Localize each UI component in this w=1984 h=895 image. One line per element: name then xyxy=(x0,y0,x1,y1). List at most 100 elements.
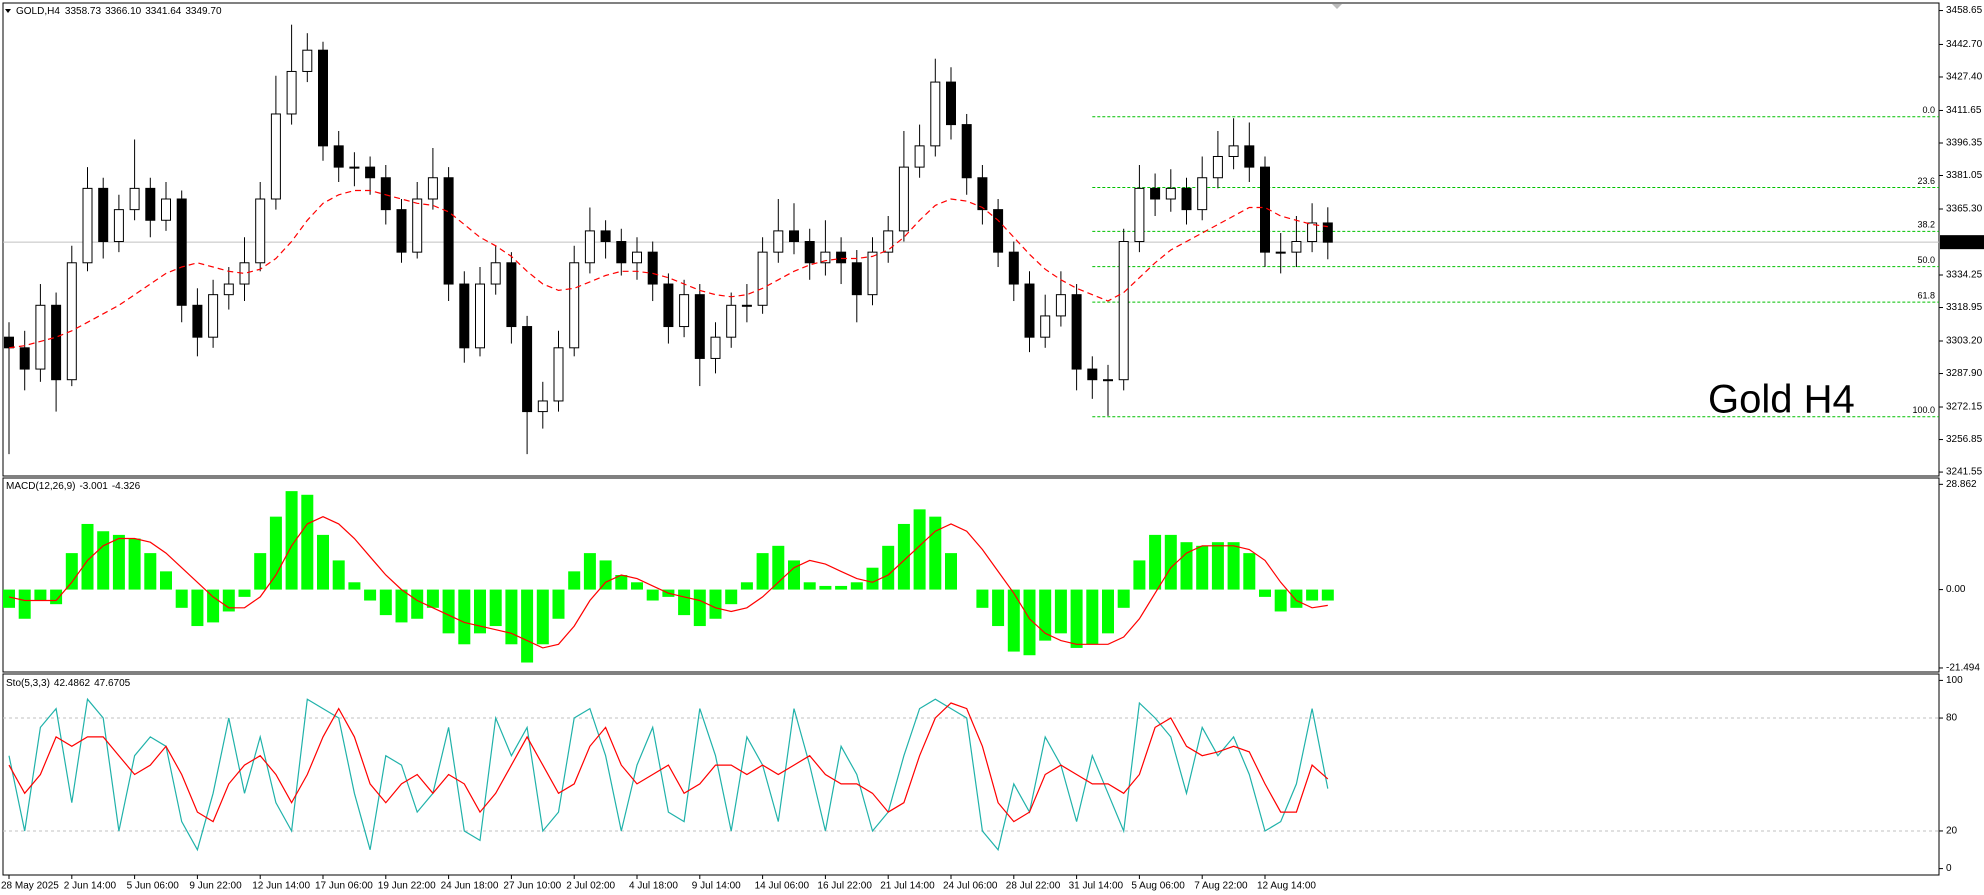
x-tick-label: 31 Jul 14:00 xyxy=(1069,881,1124,892)
macd-bar xyxy=(474,589,486,634)
candle-body xyxy=(1181,187,1192,211)
macd-bar xyxy=(1259,589,1271,597)
candle-body xyxy=(569,262,580,349)
candle-body xyxy=(616,241,627,264)
candle-body xyxy=(647,251,658,285)
candle-body xyxy=(427,177,438,200)
x-tick-label: 14 Jul 06:00 xyxy=(755,881,810,892)
candle-body xyxy=(1134,187,1145,243)
candle-body xyxy=(694,294,705,359)
candle-body xyxy=(946,81,956,126)
candle-body xyxy=(129,187,140,211)
macd-bar xyxy=(1227,542,1240,590)
x-tick-label: 5 Jun 06:00 xyxy=(127,881,180,892)
x-tick-label: 17 Jun 06:00 xyxy=(315,881,373,892)
candle-body xyxy=(600,230,611,243)
y-tick-label: 3272.15 xyxy=(1946,402,1983,413)
macd-bar xyxy=(379,589,392,616)
macd-bar xyxy=(97,531,110,590)
x-tick-label: 21 Jul 14:00 xyxy=(880,881,935,892)
stochastic-header: Sto(5,3,3) 42.4862 47.6705 xyxy=(6,678,131,689)
fib-label: 61.8 xyxy=(1917,290,1935,300)
candle-body xyxy=(1103,379,1113,382)
fib-label: 100.0 xyxy=(1912,405,1935,415)
macd-bar xyxy=(1007,589,1020,652)
macd-bar xyxy=(160,571,172,590)
candle-body xyxy=(475,283,485,349)
open-value: 3358.73 xyxy=(65,6,102,17)
macd-bar xyxy=(1164,534,1177,590)
macd-bar xyxy=(756,553,769,590)
candle-body xyxy=(1024,283,1035,338)
candle-body xyxy=(632,251,642,264)
macd-bar xyxy=(505,589,518,645)
stochastic-pane xyxy=(2,673,1940,876)
y-tick-label: 20 xyxy=(1946,826,1958,837)
candle-body xyxy=(1150,187,1161,200)
symbol: GOLD,H4 xyxy=(16,6,60,17)
candle-body xyxy=(1118,241,1129,381)
price-label: 3349.70 xyxy=(1943,237,1980,248)
candle-body xyxy=(223,283,234,296)
x-tick-label: 4 Jul 18:00 xyxy=(629,881,678,892)
x-tick-label: 9 Jun 22:00 xyxy=(189,881,242,892)
macd-bar xyxy=(348,582,361,590)
candle-body xyxy=(176,198,187,306)
candle-body xyxy=(1055,294,1066,317)
candle-body xyxy=(883,230,894,253)
candle-body xyxy=(19,347,30,370)
y-tick-label: 3241.55 xyxy=(1946,467,1983,478)
macd-bar xyxy=(395,589,408,623)
macd-bar xyxy=(50,589,63,605)
candle-body xyxy=(490,262,501,285)
macd-signal xyxy=(8,516,1328,649)
macd-bar xyxy=(1196,545,1209,590)
macd-bar xyxy=(332,560,345,590)
stochastic-title: Sto(5,3,3) xyxy=(6,678,50,689)
candle-body xyxy=(1322,222,1333,243)
macd-bar xyxy=(1117,589,1130,608)
y-tick-label: 0.00 xyxy=(1946,584,1966,595)
macd-bar xyxy=(599,560,612,590)
y-tick-label: 3411.65 xyxy=(1946,105,1982,116)
candle-body xyxy=(726,304,737,338)
candle-body xyxy=(741,304,752,307)
fib-label: 50.0 xyxy=(1917,255,1935,265)
candle-body xyxy=(1008,251,1019,285)
y-tick-label: 3287.90 xyxy=(1946,368,1983,379)
macd-bar xyxy=(536,589,549,645)
x-tick-label: 2 Jul 02:00 xyxy=(566,881,615,892)
y-tick-label: 3365.30 xyxy=(1946,204,1983,215)
stochastic-main-value: 42.4862 xyxy=(54,678,91,689)
candle-body xyxy=(1040,315,1051,338)
price-label-box xyxy=(1940,235,1984,250)
macd-pane xyxy=(2,477,1940,673)
candle-body xyxy=(898,166,909,232)
macd-bar xyxy=(489,589,502,627)
macd-bar xyxy=(128,538,141,590)
candle-body xyxy=(663,283,674,328)
candle-body xyxy=(1212,155,1223,179)
macd-bar xyxy=(631,582,643,590)
macd-bar xyxy=(929,516,942,590)
candle-body xyxy=(930,81,941,147)
y-tick-label: 3396.35 xyxy=(1946,138,1983,149)
macd-bar xyxy=(897,523,910,590)
candle-body xyxy=(1071,294,1082,370)
macd-bar xyxy=(191,589,204,627)
candle-body xyxy=(710,336,721,359)
candle-body xyxy=(1197,177,1208,211)
stochastic-signal-value: 47.6705 xyxy=(94,678,131,689)
macd-bar xyxy=(1070,589,1083,648)
candle-body xyxy=(914,145,925,168)
macd-bar xyxy=(678,589,691,616)
y-tick-label: 100 xyxy=(1946,675,1963,686)
macd-bar xyxy=(442,589,455,634)
y-tick-label: 3427.40 xyxy=(1946,72,1983,83)
candle-body xyxy=(773,230,784,253)
macd-bar xyxy=(3,589,15,608)
candle-body xyxy=(1244,145,1255,168)
candle-body xyxy=(113,209,124,243)
